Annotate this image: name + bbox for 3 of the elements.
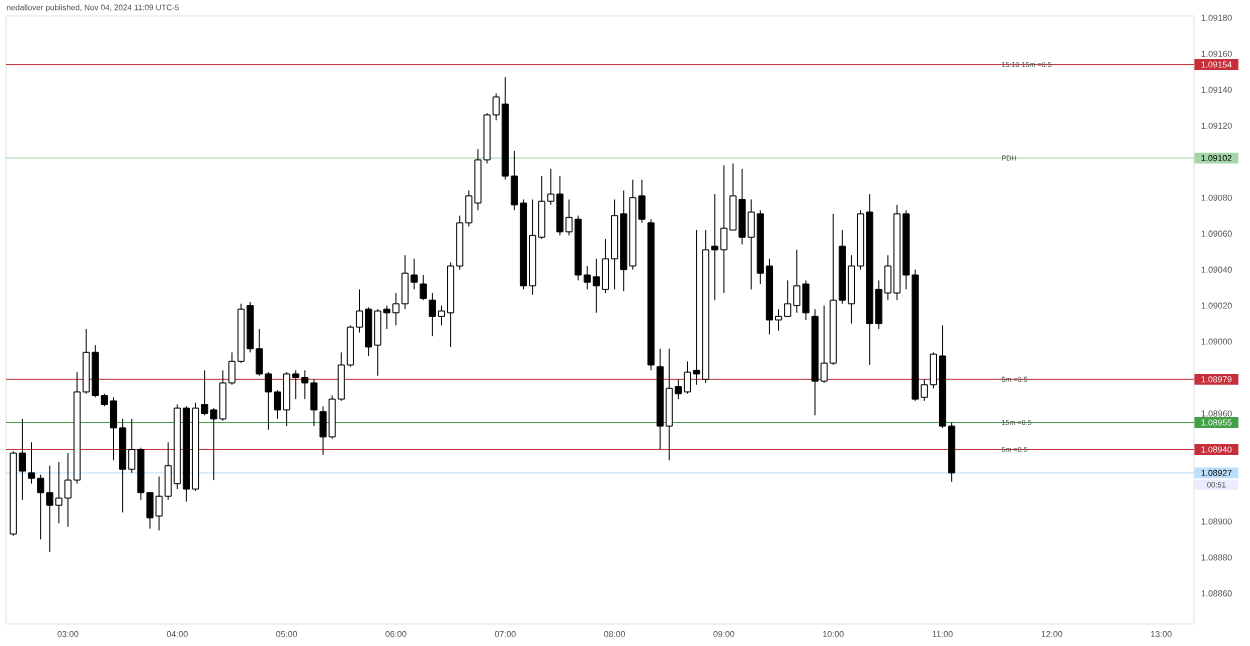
candlestick [419, 274, 427, 301]
candlestick [27, 441, 36, 485]
candlestick [683, 360, 692, 395]
